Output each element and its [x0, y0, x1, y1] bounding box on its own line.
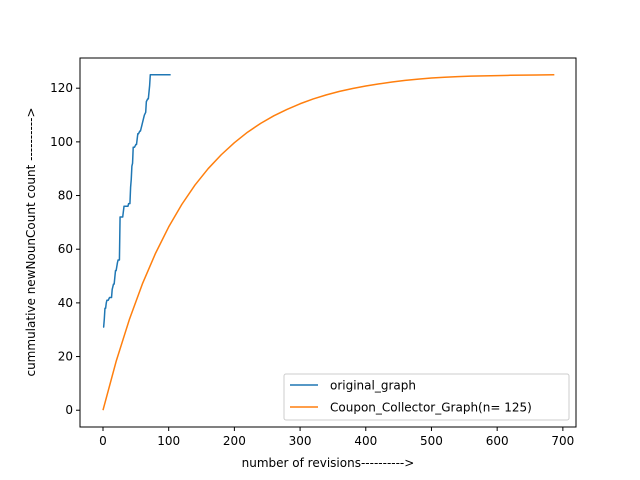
y-tick-label: 0 [65, 403, 73, 417]
y-tick-label: 120 [50, 81, 73, 95]
y-tick-label: 20 [58, 350, 73, 364]
series-line-original-graph [102, 74, 171, 328]
x-axis-label: number of revisions----------> [242, 456, 415, 470]
y-tick-label: 60 [58, 242, 73, 256]
y-tick-label: 80 [58, 189, 73, 203]
legend-label-original-graph: original_graph [330, 379, 416, 393]
x-tick-label: 700 [551, 434, 574, 448]
x-tick-label: 600 [486, 434, 509, 448]
x-tick-label: 400 [354, 434, 377, 448]
legend-label-coupon-collector: Coupon_Collector_Graph(n= 125) [330, 401, 532, 415]
series-layer [102, 74, 555, 411]
x-tick-label: 200 [223, 434, 246, 448]
y-tick-label: 40 [58, 296, 73, 310]
x-tick-label: 500 [420, 434, 443, 448]
y-axis-label: cummulative newNounCount count ---------… [24, 107, 38, 376]
legend-box [283, 373, 570, 421]
x-axis-ticks: 0 100 200 300 400 500 600 700 [99, 427, 574, 448]
y-tick-label: 100 [50, 135, 73, 149]
axes-frame [79, 57, 577, 428]
x-tick-label: 0 [99, 434, 107, 448]
x-tick-label: 100 [157, 434, 180, 448]
legend: original_graph Coupon_Collector_Graph(n=… [283, 373, 570, 421]
y-axis-ticks: 0 20 40 60 80 100 120 [50, 81, 80, 417]
series-line-coupon-collector-graph-n-125 [102, 74, 555, 411]
x-tick-label: 300 [289, 434, 312, 448]
